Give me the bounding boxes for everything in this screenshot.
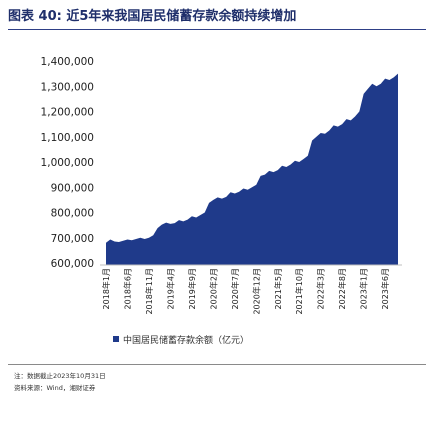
legend-label: 中国居民储蓄存款余额（亿元）	[123, 334, 249, 346]
x-tick-label: 2023年1月	[359, 268, 369, 309]
y-tick-label: 1,200,000	[41, 107, 94, 119]
x-tick-label: 2020年2月	[208, 268, 218, 309]
y-tick-label: 1,100,000	[41, 132, 94, 144]
data-source: 资料来源：Wind，湘财证券	[14, 384, 96, 392]
figure-title: 图表 40: 近5年来我国居民储蓄存款余额持续增加	[8, 6, 426, 28]
x-tick-label: 2018年11月	[144, 268, 154, 315]
y-tick-label: 1,400,000	[41, 56, 94, 68]
x-tick-label: 2023年6月	[380, 268, 390, 309]
x-tick-label: 2018年1月	[101, 268, 111, 309]
x-tick-label: 2019年4月	[165, 268, 175, 309]
figure-label: 图表 40:	[8, 9, 62, 24]
figure-title-text: 近5年来我国居民储蓄存款余额持续增加	[66, 9, 297, 24]
x-tick-label: 2022年3月	[316, 268, 326, 309]
y-tick-label: 800,000	[51, 208, 94, 220]
footnote-divider	[8, 364, 426, 365]
x-tick-label: 2020年12月	[251, 268, 261, 315]
data-note: 注：数据截止2023年10月31日	[14, 372, 106, 380]
x-tick-label: 2021年5月	[273, 268, 283, 309]
y-tick-label: 1,300,000	[41, 81, 94, 93]
y-tick-label: 700,000	[51, 233, 94, 245]
y-tick-label: 1,000,000	[41, 157, 94, 169]
title-divider	[8, 29, 426, 30]
legend-swatch	[113, 336, 119, 342]
x-tick-label: 2021年10月	[294, 268, 304, 315]
x-tick-label: 2020年7月	[230, 268, 240, 309]
x-tick-label: 2022年8月	[337, 268, 347, 309]
x-tick-label: 2018年6月	[122, 268, 132, 309]
area-series-deposits	[106, 73, 398, 265]
x-tick-label: 2019年9月	[187, 268, 197, 309]
y-tick-label: 900,000	[51, 182, 94, 194]
y-tick-label: 600,000	[51, 258, 94, 270]
